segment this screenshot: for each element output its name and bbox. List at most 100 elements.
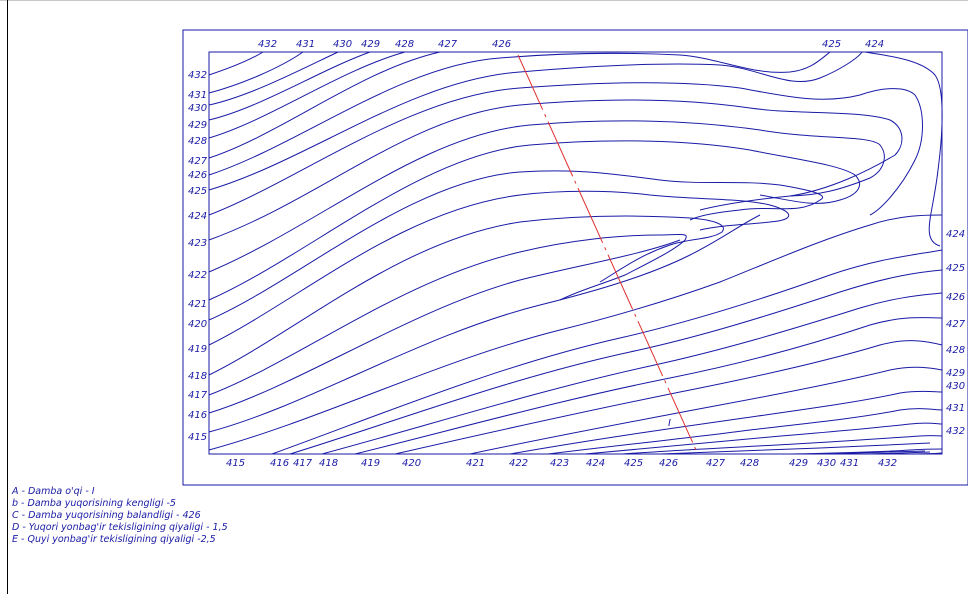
legend-item: A - Damba o'qi - I [12, 486, 95, 497]
left-label: 417 [188, 390, 208, 401]
top-label: 428 [395, 39, 414, 50]
bottom-label: 419 [361, 458, 380, 469]
right-elevation-labels: 424 425 426 427 428 429 430 431 432 [946, 229, 966, 437]
left-elevation-labels: 432 431 430 429 428 427 426 425 424 423 … [188, 70, 208, 443]
dam-axis-marker: I [668, 418, 671, 429]
left-label: 422 [188, 270, 207, 281]
contour-b15 [894, 452, 943, 455]
bottom-label: 427 [706, 458, 726, 469]
top-label: 424 [865, 39, 884, 50]
left-label: 431 [188, 90, 207, 101]
bottom-label: 415 [226, 458, 245, 469]
contour-427 [208, 51, 441, 159]
left-label: 415 [188, 432, 207, 443]
contour-b10 [621, 435, 943, 455]
contour-423 [208, 99, 903, 241]
top-label: 432 [258, 39, 277, 50]
left-label: 432 [188, 70, 207, 81]
bottom-label: 422 [509, 458, 528, 469]
legend-item: b - Damba yuqorisining kengligi -5 [12, 498, 176, 509]
contour-426 [208, 51, 831, 176]
bottom-label: 424 [586, 458, 605, 469]
contour-b14 [847, 451, 931, 455]
legend-item: E - Quyi yonbag'ir tekisligining qiyalig… [12, 534, 216, 545]
bottom-label: 429 [789, 458, 808, 469]
bottom-label: 421 [466, 458, 485, 469]
left-label: 430 [188, 103, 207, 114]
contour-b12 [789, 448, 943, 455]
bottom-label: 426 [659, 458, 678, 469]
bottom-label: 420 [402, 458, 421, 469]
contour-417 [208, 233, 687, 396]
contour-428 [208, 51, 406, 139]
contour-420 [208, 170, 823, 321]
contour-lines [208, 51, 943, 455]
left-label: 426 [188, 170, 207, 181]
left-label: 416 [188, 410, 207, 421]
contour-415 [208, 214, 943, 451]
top-label: 430 [333, 39, 352, 50]
contour-b6 [469, 366, 943, 455]
legend: A - Damba o'qi - I b - Damba yuqorisinin… [12, 486, 228, 546]
contour-b9 [584, 422, 943, 455]
right-label: 427 [946, 319, 966, 330]
top-label: 426 [492, 39, 511, 50]
bottom-label: 430 [817, 458, 836, 469]
contour-b3 [321, 292, 943, 455]
bottom-label: 416 [270, 458, 289, 469]
contour-b13 [819, 450, 926, 455]
top-label: 431 [296, 39, 315, 50]
left-label: 427 [188, 156, 208, 167]
bottom-elevation-labels: 415 416 417 418 419 420 421 422 423 424 … [226, 458, 897, 469]
contour-418 [208, 215, 724, 376]
top-label: 429 [361, 39, 380, 50]
contour-b4 [354, 317, 943, 455]
legend-item: C - Damba yuqorisining balandligi - 426 [12, 510, 201, 521]
map-outer-frame [182, 29, 968, 486]
contour-b5 [394, 340, 943, 455]
contour-425 [208, 51, 943, 247]
bottom-label: 423 [550, 458, 569, 469]
legend-item: D - Yuqori yonbag'ir tekisligining qiyal… [12, 522, 228, 533]
right-label: 428 [946, 345, 965, 356]
contour-432 [208, 51, 264, 76]
left-label: 423 [188, 238, 207, 249]
right-label: 429 [946, 368, 965, 379]
drawing-frame-left-border [7, 0, 8, 594]
contour-430 [208, 51, 339, 106]
right-label: 426 [946, 292, 965, 303]
bottom-label: 428 [740, 458, 759, 469]
dam-axis-line [517, 54, 697, 451]
right-label: 430 [946, 381, 965, 392]
bottom-label: 431 [840, 458, 859, 469]
top-label: 425 [822, 39, 841, 50]
left-label: 419 [188, 344, 207, 355]
contour-b7 [509, 390, 943, 455]
left-label: 421 [188, 299, 207, 310]
left-label: 428 [188, 136, 207, 147]
left-label: 418 [188, 371, 207, 382]
contour-419 [208, 190, 790, 346]
right-label: 431 [946, 403, 965, 414]
right-label: 425 [946, 263, 965, 274]
bottom-label: 432 [878, 458, 897, 469]
bottom-label: 417 [293, 458, 313, 469]
left-label: 425 [188, 186, 207, 197]
contour-b8 [547, 408, 943, 455]
contour-b11 [659, 442, 931, 455]
contour-422 [208, 120, 885, 273]
map-inner-frame [208, 51, 943, 455]
bottom-label: 418 [319, 458, 338, 469]
contour-b1 [271, 249, 943, 455]
right-label: 424 [946, 229, 965, 240]
contour-431 [208, 51, 304, 94]
bottom-label: 425 [624, 458, 643, 469]
left-label: 420 [188, 319, 207, 330]
drawing-frame-top-border [0, 0, 968, 1]
contour-424 [208, 82, 923, 216]
contour-429 [208, 51, 371, 121]
right-label: 432 [946, 426, 965, 437]
contour-421 [208, 140, 860, 301]
top-elevation-labels: 432 431 430 429 428 427 426 425 424 [258, 39, 884, 50]
